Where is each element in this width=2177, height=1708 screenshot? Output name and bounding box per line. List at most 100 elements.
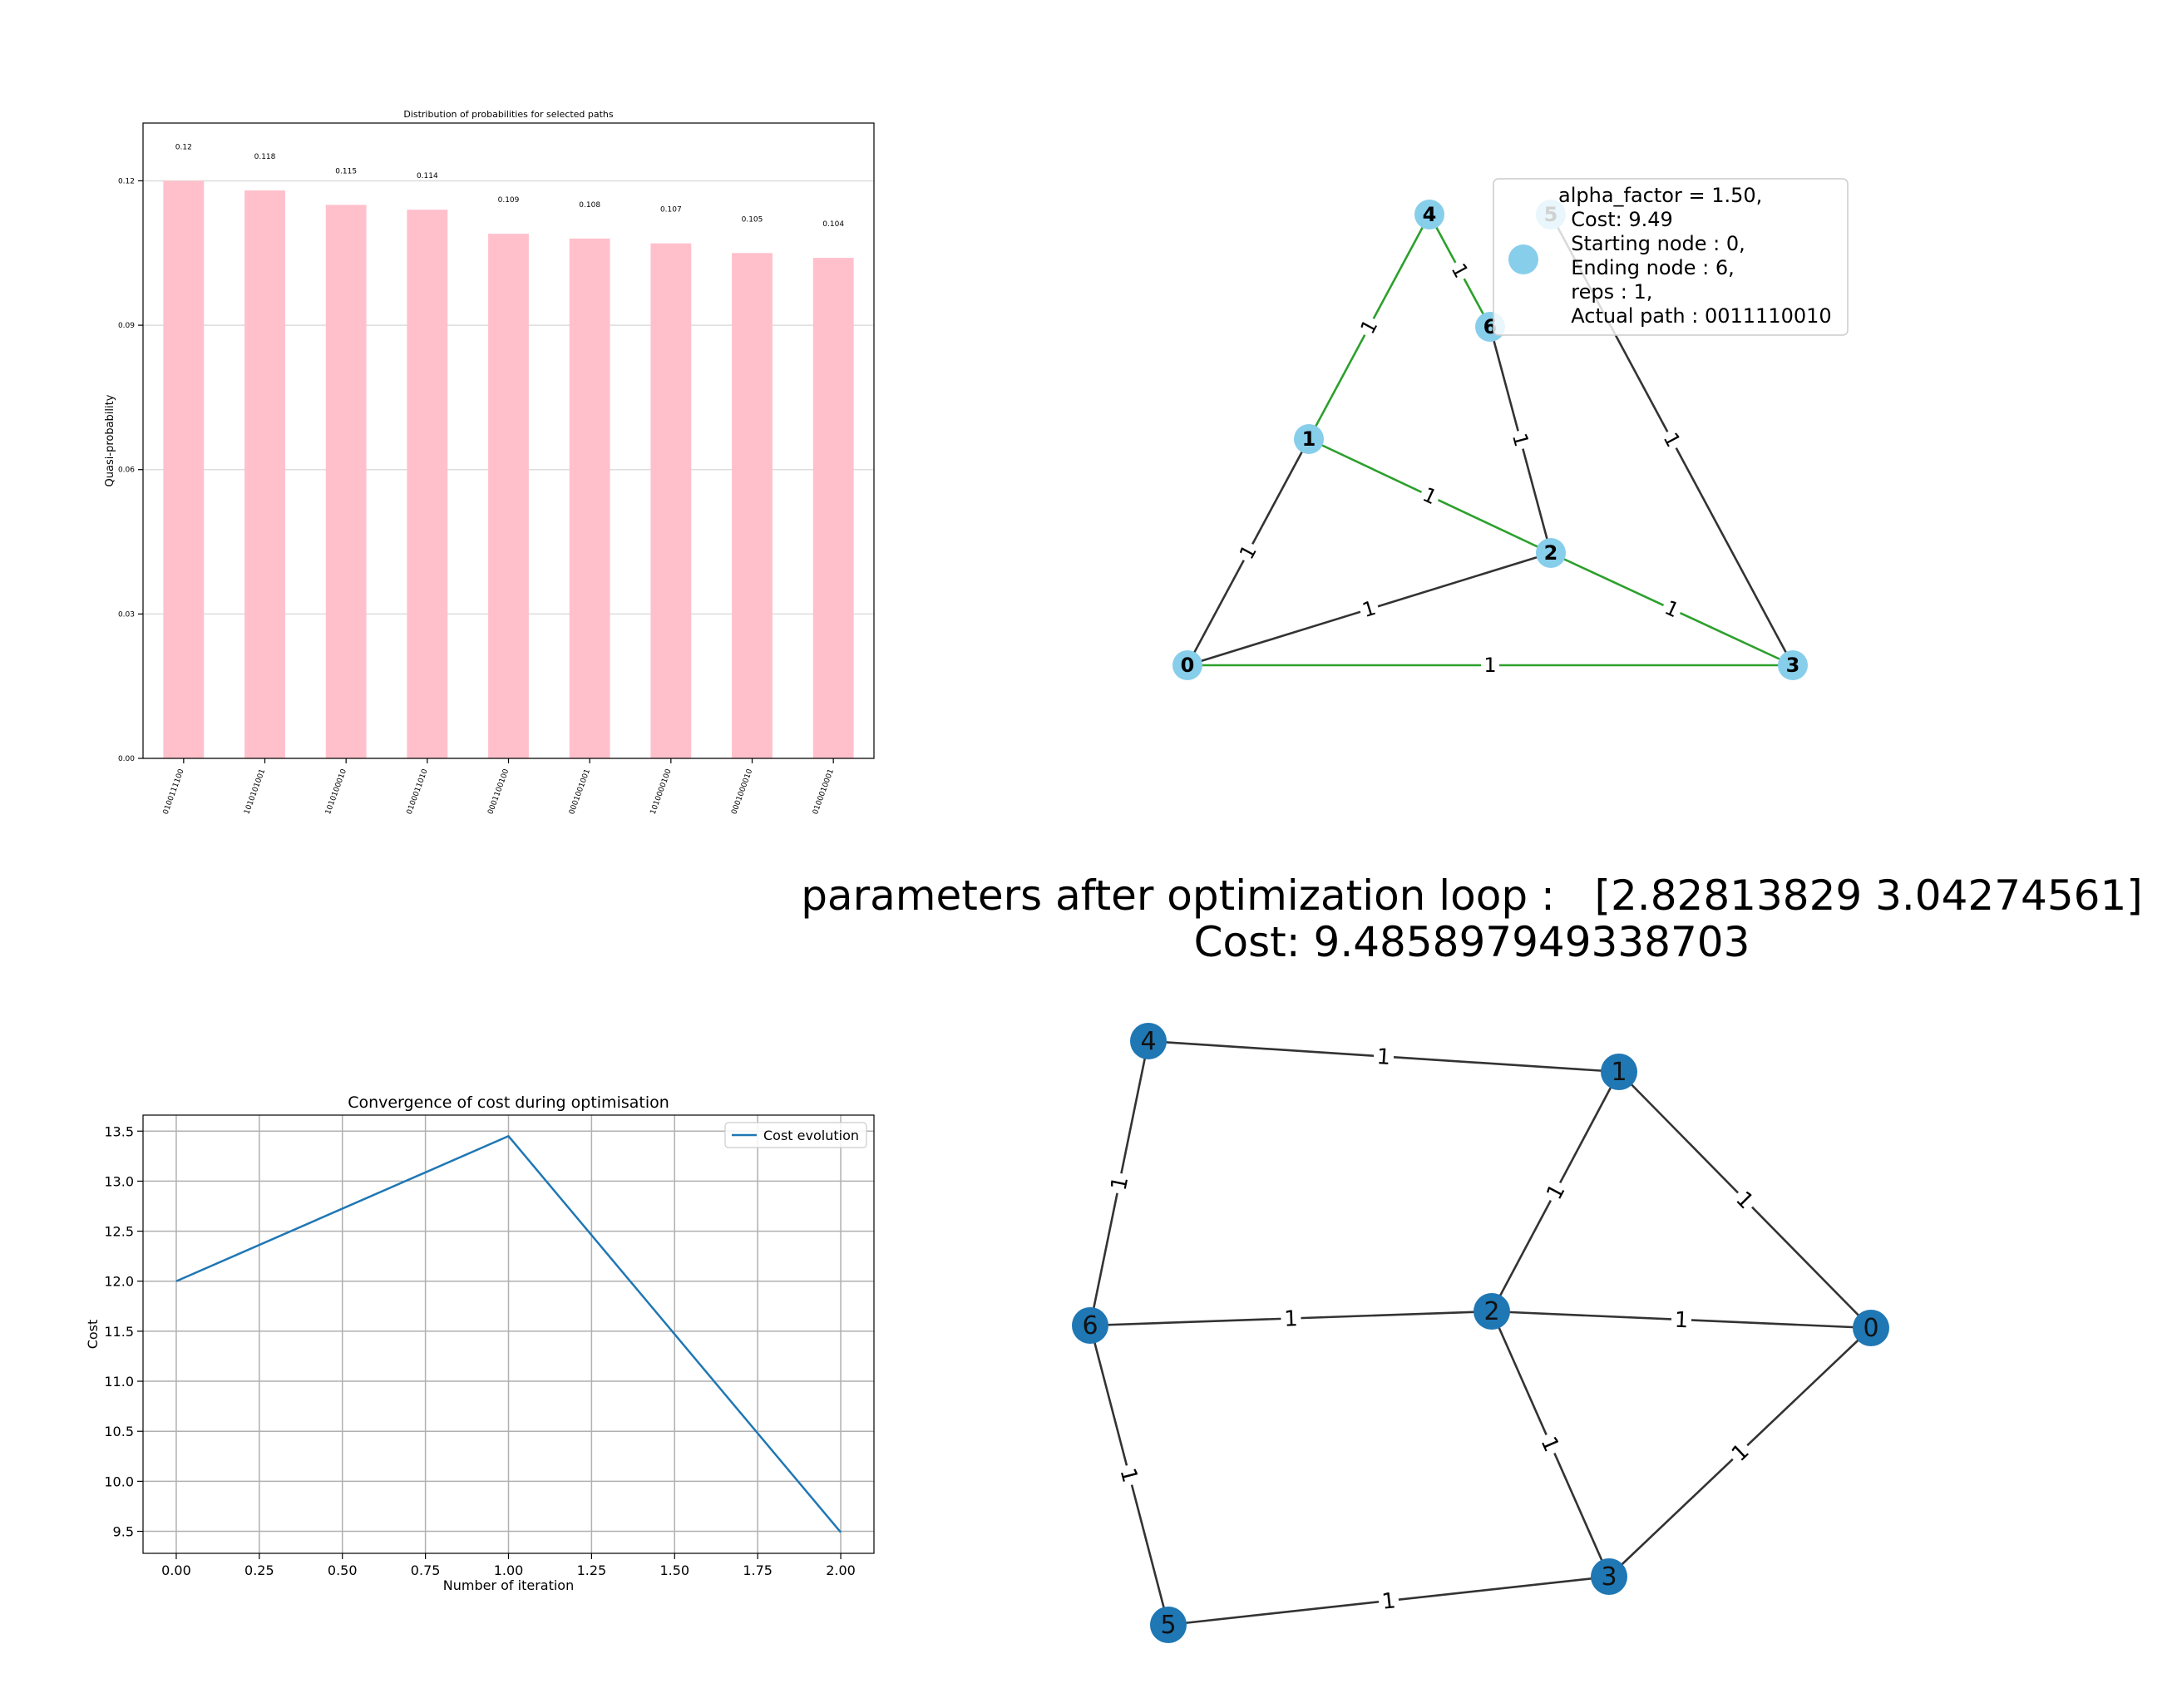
legend-box	[724, 1122, 867, 1148]
bar-value-label: 0.104	[822, 220, 844, 229]
node-label: 4	[1423, 203, 1437, 226]
y-axis-label: Cost	[85, 1320, 101, 1350]
y-tick-label: 11.0	[104, 1374, 134, 1390]
bar-value-label: 0.115	[335, 167, 357, 175]
bar	[163, 180, 205, 759]
node-1	[1294, 424, 1324, 454]
edge-weight-label: 1	[1114, 1465, 1142, 1485]
parameters-caption: parameters after optimization loop : [2.…	[801, 871, 2143, 920]
node-label: 0	[1863, 1314, 1878, 1343]
y-tick-label: 12.5	[104, 1224, 134, 1240]
edge-label-bg	[1115, 1462, 1143, 1488]
edge-weight-label: 1	[1380, 1588, 1397, 1615]
edge-label-bg	[1659, 595, 1685, 623]
edge-label-bg	[1355, 313, 1384, 340]
bar-value-label: 0.109	[498, 196, 520, 205]
x-tick-label: 1.50	[659, 1562, 689, 1578]
y-tick-label: 10.0	[104, 1474, 134, 1489]
node-4	[1414, 200, 1444, 230]
edge-label-bg	[1377, 1587, 1400, 1614]
edge-label-bg	[1725, 1437, 1755, 1468]
edge-label-bg	[1730, 1184, 1760, 1216]
edge-label-bg	[1445, 257, 1474, 284]
chart-title: Convergence of cost during optimisation	[348, 1093, 669, 1112]
node-0	[1172, 650, 1202, 680]
y-tick-label: 0.00	[118, 755, 135, 763]
edge-weight-label: 1	[1674, 1308, 1689, 1334]
y-tick-label: 12.0	[104, 1274, 134, 1290]
bar	[569, 238, 610, 759]
bar-value-label: 0.107	[660, 206, 682, 215]
node-label: 3	[1601, 1562, 1617, 1592]
node-3	[1591, 1558, 1627, 1595]
y-tick-label: 0.06	[118, 466, 135, 475]
bar	[812, 258, 854, 758]
y-tick-label: 0.03	[118, 610, 135, 619]
node-label: 2	[1483, 1297, 1499, 1326]
node-1	[1601, 1054, 1637, 1090]
node-5	[1150, 1607, 1187, 1643]
edge-label-bg	[1540, 1177, 1571, 1207]
x-tick-label: 1.25	[577, 1562, 607, 1578]
edge-label-bg	[1281, 1306, 1301, 1330]
y-tick-label: 10.5	[104, 1424, 134, 1439]
node-label: 6	[1082, 1311, 1098, 1340]
x-axis-label: Number of iteration	[443, 1577, 574, 1593]
edge-label-bg	[1508, 428, 1533, 452]
edge-label-bg	[1535, 1429, 1566, 1459]
edge-weight-label: 1	[1107, 1174, 1134, 1192]
y-tick-label: 0.12	[118, 177, 135, 185]
cost-caption: Cost: 9.485897949338703	[1193, 918, 1750, 966]
bar	[650, 243, 692, 758]
edge-label-bg	[1105, 1171, 1133, 1196]
x-tick-label: 0.25	[244, 1562, 274, 1578]
node-label: 1	[1611, 1058, 1627, 1087]
legend-line: Starting node : 0,	[1558, 232, 1745, 255]
node-2	[1474, 1293, 1510, 1330]
plot-frame	[142, 1114, 875, 1554]
bar-value-label: 0.118	[254, 153, 276, 161]
legend-line: reps : 1,	[1558, 280, 1652, 304]
x-tick-label: 1.75	[743, 1562, 773, 1578]
bar	[732, 253, 773, 759]
edge-label-bg	[1417, 482, 1443, 510]
x-tick-label: 1.00	[494, 1562, 524, 1578]
legend-node-marker	[1508, 244, 1538, 274]
node-3	[1778, 650, 1808, 680]
bar	[325, 205, 367, 759]
y-tick-label: 13.0	[104, 1173, 134, 1189]
y-tick-label: 13.5	[104, 1123, 134, 1139]
legend-line: Cost: 9.49	[1558, 208, 1673, 231]
node-6	[1072, 1307, 1108, 1344]
x-tick-label: 0.50	[328, 1562, 358, 1578]
node-label: 2	[1544, 541, 1558, 565]
node-label: 4	[1140, 1027, 1156, 1056]
x-tick-label: 2.00	[826, 1562, 856, 1578]
bar-value-label: 0.108	[579, 201, 600, 210]
node-label: 5	[1160, 1611, 1176, 1640]
edge-weight-label: 1	[1508, 431, 1533, 449]
node-2	[1536, 538, 1566, 568]
y-axis-label: Quasi-probability	[104, 394, 116, 486]
edge-weight-label: 1	[1284, 1306, 1299, 1332]
bar	[244, 190, 285, 759]
edge-label-bg	[1657, 427, 1686, 453]
bar-value-label: 0.114	[417, 172, 438, 180]
legend-box	[1493, 178, 1849, 336]
legend-line: Actual path : 0011110010	[1558, 304, 1832, 328]
bar-value-label: 0.105	[742, 215, 763, 224]
node-label: 3	[1786, 654, 1800, 677]
node-label: 0	[1181, 654, 1195, 677]
y-tick-label: 0.09	[118, 322, 135, 330]
chart-title: Distribution of probabilities for select…	[403, 109, 614, 120]
node-0	[1853, 1310, 1889, 1346]
edge-label-bg	[1234, 539, 1262, 565]
bar-value-label: 0.12	[175, 143, 192, 151]
y-tick-label: 11.5	[104, 1324, 134, 1340]
bar	[488, 234, 529, 758]
edge-label-bg	[1357, 595, 1381, 623]
